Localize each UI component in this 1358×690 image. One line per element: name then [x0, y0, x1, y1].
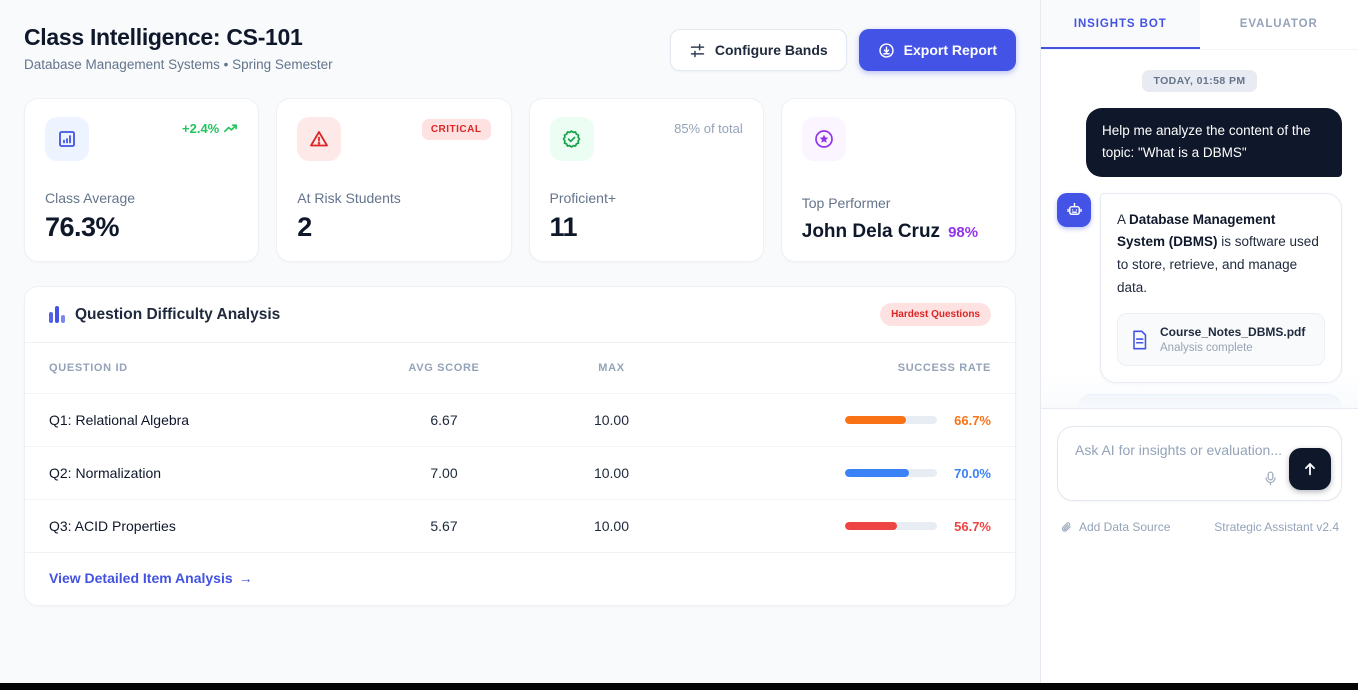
- column-header-max: MAX: [598, 362, 625, 374]
- add-data-source-button[interactable]: Add Data Source: [1060, 520, 1170, 534]
- question-difficulty-card: Question Difficulty Analysis Hardest Que…: [24, 286, 1016, 606]
- bot-message-card: A Database Management System (DBMS) is s…: [1100, 192, 1342, 384]
- hardest-questions-badge: Hardest Questions: [880, 303, 991, 326]
- success-bar-fill: [845, 469, 910, 477]
- avg-score: 5.67: [430, 518, 458, 534]
- proficient-meta: 85% of total: [674, 121, 743, 136]
- bot-message-row: A Database Management System (DBMS) is s…: [1057, 192, 1342, 384]
- export-report-button[interactable]: Export Report: [858, 29, 1016, 71]
- badge-check-icon: [549, 117, 594, 161]
- trend-value: +2.4%: [182, 121, 220, 136]
- table-row[interactable]: Q1: Relational Algebra 6.67 10.00 66.7%: [25, 393, 1015, 446]
- stat-label: Top Performer: [801, 195, 891, 211]
- success-rate-label: 70.0%: [954, 465, 991, 481]
- avg-score: 6.67: [430, 412, 458, 428]
- page-subtitle: Database Management Systems • Spring Sem…: [24, 57, 333, 72]
- file-document-icon: [1130, 329, 1149, 351]
- attachment-card[interactable]: Course_Notes_DBMS.pdf Analysis complete: [1117, 313, 1325, 367]
- success-rate-label: 56.7%: [954, 518, 991, 534]
- stat-card-top-performer: Top Performer John Dela Cruz 98%: [780, 98, 1016, 262]
- column-header-question-id: QUESTION ID: [49, 362, 128, 374]
- paperclip-icon: [1060, 521, 1073, 534]
- question-id: Q2: Normalization: [49, 465, 162, 481]
- table-row[interactable]: Q2: Normalization 7.00 10.00 70.0%: [25, 446, 1015, 499]
- alert-triangle-icon: [297, 117, 342, 161]
- view-detailed-analysis-label: View Detailed Item Analysis: [49, 570, 233, 586]
- chat-timestamp: TODAY, 01:58 PM: [1142, 70, 1257, 92]
- sidebar-footer: Add Data Source Strategic Assistant v2.4: [1057, 520, 1342, 534]
- chat-input[interactable]: Ask AI for insights or evaluation...: [1057, 426, 1342, 501]
- stat-cards: +2.4% Class Average 76.3%: [24, 98, 1016, 262]
- assistant-sidebar: INSIGHTS BOT EVALUATOR TODAY, 01:58 PM H…: [1040, 0, 1358, 683]
- chat-input-placeholder: Ask AI for insights or evaluation...: [1075, 442, 1282, 458]
- download-circle-icon: [878, 42, 895, 59]
- microphone-icon[interactable]: [1262, 470, 1279, 487]
- critical-badge: CRITICAL: [421, 119, 491, 140]
- table-title: Question Difficulty Analysis: [75, 305, 281, 323]
- stat-value: 76.3%: [45, 212, 120, 242]
- success-bar-track: [845, 469, 937, 477]
- page-header: Class Intelligence: CS-101 Database Mana…: [24, 24, 1016, 72]
- table-header-row: QUESTION ID AVG SCORE MAX SUCCESS RATE: [25, 343, 1015, 393]
- bot-message-text: A Database Management System (DBMS) is s…: [1117, 211, 1319, 296]
- bar-chart-square-icon: [45, 117, 89, 161]
- chat-area: TODAY, 01:58 PM Help me analyze the cont…: [1041, 50, 1358, 408]
- question-id: Q1: Relational Algebra: [49, 412, 190, 428]
- attachment-name: Course_Notes_DBMS.pdf: [1160, 325, 1306, 340]
- tab-evaluator[interactable]: EVALUATOR: [1239, 17, 1318, 30]
- column-header-success-rate: SUCCESS RATE: [897, 362, 991, 374]
- view-detailed-analysis-link[interactable]: View Detailed Item Analysis →: [49, 570, 253, 586]
- configure-bands-button[interactable]: Configure Bands: [669, 29, 847, 71]
- stat-label: Class Average: [45, 190, 136, 206]
- max-score: 10.00: [593, 518, 630, 534]
- avg-score: 7.00: [430, 465, 458, 481]
- table-row[interactable]: Q3: ACID Properties 5.67 10.00 56.7%: [25, 499, 1015, 552]
- success-bar-track: [845, 522, 937, 530]
- stat-value: 11: [549, 212, 578, 242]
- stat-card-at-risk: CRITICAL At Risk Students 2: [276, 98, 512, 262]
- attachment-info: Course_Notes_DBMS.pdf Analysis complete: [1160, 325, 1305, 354]
- star-circle-icon: [801, 117, 846, 161]
- user-message-bubble: Help me analyze the content of the topic…: [1086, 108, 1342, 177]
- page-header-text: Class Intelligence: CS-101 Database Mana…: [24, 24, 333, 72]
- stat-card-proficient: 85% of total Proficient+ 11: [528, 98, 764, 262]
- attachment-status: Analysis complete: [1160, 342, 1253, 355]
- top-performer-score: 98%: [948, 224, 979, 241]
- stat-value: 2: [297, 212, 312, 242]
- max-score: 10.00: [593, 412, 630, 428]
- header-actions: Configure Bands Export Report: [669, 29, 1016, 71]
- success-bar-fill: [845, 416, 907, 424]
- bottom-bar: [0, 683, 1358, 690]
- trending-up-icon: [223, 121, 238, 136]
- arrow-right-icon: →: [238, 570, 253, 586]
- stat-label: At Risk Students: [297, 190, 401, 206]
- bar-chart-icon: [49, 306, 65, 323]
- top-performer-name: John Dela Cruz: [801, 221, 941, 242]
- main-content: Class Intelligence: CS-101 Database Mana…: [24, 24, 1016, 606]
- chat-input-section: Ask AI for insights or evaluation...: [1041, 408, 1358, 683]
- trend-indicator: +2.4%: [182, 121, 238, 136]
- success-bar-track: [845, 416, 937, 424]
- stat-label: Proficient+: [549, 190, 617, 206]
- send-button[interactable]: [1289, 448, 1331, 490]
- next-message-partial: [1078, 394, 1342, 408]
- export-report-label: Export Report: [903, 42, 997, 58]
- stat-card-class-average: +2.4% Class Average 76.3%: [24, 98, 260, 262]
- robot-icon: [1057, 192, 1091, 227]
- page-title: Class Intelligence: CS-101: [24, 24, 303, 50]
- assistant-version-label: Strategic Assistant v2.4: [1214, 520, 1339, 534]
- column-header-avg-score: AVG SCORE: [408, 362, 480, 374]
- max-score: 10.00: [593, 465, 630, 481]
- tab-insights-bot[interactable]: INSIGHTS BOT: [1041, 0, 1200, 49]
- add-data-source-label: Add Data Source: [1079, 520, 1171, 534]
- sidebar-tabs: INSIGHTS BOT EVALUATOR: [1041, 0, 1358, 50]
- sliders-icon: [689, 42, 706, 59]
- success-rate-label: 66.7%: [954, 412, 991, 428]
- success-bar-fill: [845, 522, 898, 530]
- question-id: Q3: ACID Properties: [49, 518, 176, 534]
- configure-bands-label: Configure Bands: [714, 42, 828, 58]
